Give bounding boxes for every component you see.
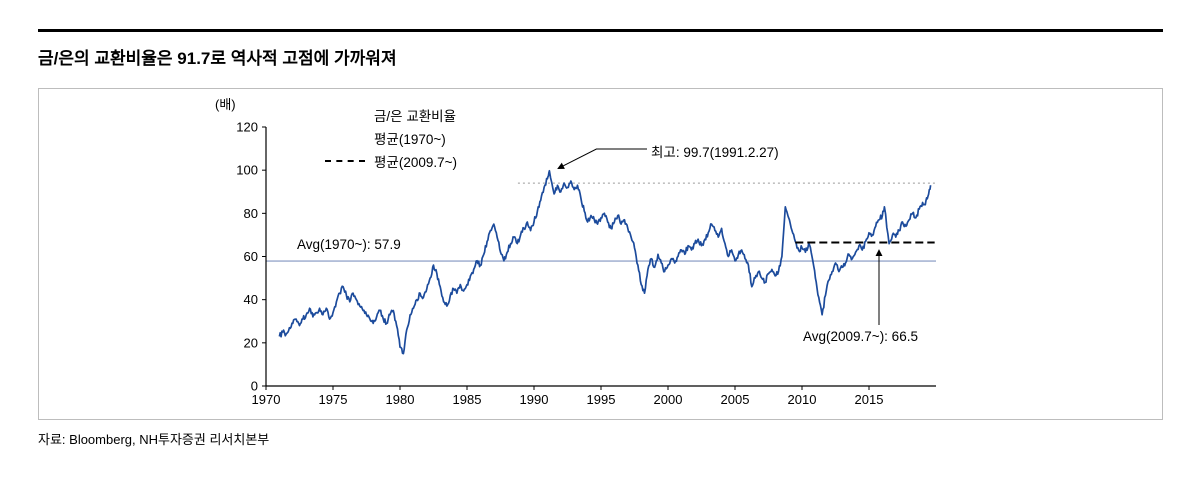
x-tick-label: 1990 (520, 392, 549, 407)
ratio-line-swatch (325, 113, 365, 117)
avg1970-line-swatch (325, 137, 365, 139)
avg2009-line-swatch (325, 159, 365, 162)
y-axis-unit-label: (배) (215, 97, 236, 112)
source-note: 자료: Bloomberg, NH투자증권 리서치본부 (38, 432, 270, 447)
legend-item-avg2009: 평균(2009.7~) (325, 149, 457, 172)
y-tick-label: 60 (244, 249, 258, 264)
y-tick-label: 120 (236, 120, 258, 135)
line-chart: 0 20 40 60 80 100 120 1970 1975 1980 1985 1990 1995 2… (236, 120, 936, 407)
annotation-max: 최고: 99.7(1991.2.27) (651, 145, 779, 160)
x-tick-label: 1975 (319, 392, 348, 407)
legend-item-avg1970: 평균(1970~) (325, 126, 457, 149)
x-tick-label: 1985 (453, 392, 482, 407)
x-tick-label: 1970 (252, 392, 281, 407)
legend-label-avg1970: 평균(1970~) (374, 131, 446, 147)
x-tick-label: 2005 (721, 392, 750, 407)
chart-container: 0 20 40 60 80 100 120 1970 1975 1980 1985 1990 1995 2… (38, 88, 1163, 420)
legend-item-ratio: 금/은 교환비율 (325, 103, 457, 126)
y-tick-label: 40 (244, 292, 258, 307)
y-tick-label: 0 (251, 379, 258, 394)
annotation-avg1970: Avg(1970~): 57.9 (297, 237, 401, 252)
legend-label-ratio: 금/은 교환비율 (374, 108, 457, 124)
x-tick-label: 2000 (654, 392, 683, 407)
header-divider (38, 29, 1163, 32)
y-tick-label: 100 (236, 163, 258, 178)
x-tick-label: 1995 (587, 392, 616, 407)
y-tick-label: 20 (244, 335, 258, 350)
y-tick-label: 80 (244, 206, 258, 221)
x-tick-label: 2015 (855, 392, 884, 407)
max-annotation-arrow (557, 148, 647, 169)
page-title: 금/은의 교환비율은 91.7로 역사적 고점에 가까워져 (38, 49, 397, 68)
x-tick-label: 1980 (386, 392, 415, 407)
chart-legend: 금/은 교환비율 평균(1970~) 평균(2009.7~) (325, 103, 457, 172)
x-tick-label: 2010 (788, 392, 817, 407)
annotation-avg2009: Avg(2009.7~): 66.5 (803, 329, 918, 344)
legend-label-avg2009: 평균(2009.7~) (374, 154, 458, 170)
gold-silver-ratio-line (278, 169, 932, 355)
